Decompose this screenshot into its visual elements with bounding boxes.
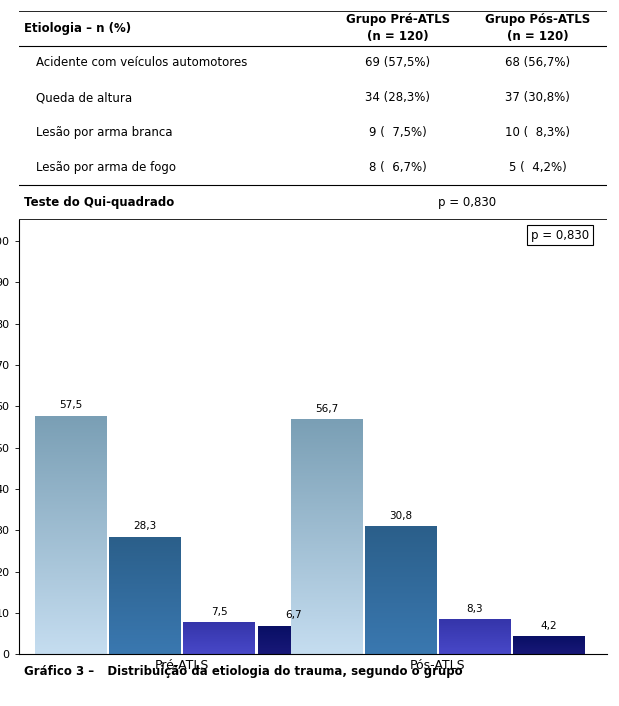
- Text: 30,8: 30,8: [389, 510, 412, 521]
- Text: 6,7: 6,7: [285, 611, 301, 621]
- Text: (n = 120): (n = 120): [507, 30, 568, 43]
- Text: Etiologia – n (%): Etiologia – n (%): [25, 22, 132, 35]
- Text: 10 (  8,3%): 10 ( 8,3%): [505, 126, 570, 139]
- Text: Lesão por arma branca: Lesão por arma branca: [36, 126, 173, 139]
- Text: (n = 120): (n = 120): [367, 30, 429, 43]
- Text: 8,3: 8,3: [467, 604, 483, 614]
- Text: 37 (30,8%): 37 (30,8%): [505, 91, 570, 104]
- Text: 68 (56,7%): 68 (56,7%): [505, 56, 570, 69]
- Text: 4,2: 4,2: [541, 621, 557, 630]
- Text: Lesão por arma de fogo: Lesão por arma de fogo: [36, 161, 176, 174]
- Text: 56,7: 56,7: [315, 404, 338, 414]
- Text: 5 (  4,2%): 5 ( 4,2%): [509, 161, 566, 174]
- Text: 7,5: 7,5: [211, 607, 228, 617]
- Text: p = 0,830: p = 0,830: [531, 229, 589, 242]
- Text: Teste do Qui-quadrado: Teste do Qui-quadrado: [25, 196, 175, 209]
- Text: Queda de altura: Queda de altura: [36, 91, 132, 104]
- Text: 9 (  7,5%): 9 ( 7,5%): [369, 126, 426, 139]
- Text: 34 (28,3%): 34 (28,3%): [365, 91, 430, 104]
- Text: Distribuição da etiologia do trauma, segundo o grupo: Distribuição da etiologia do trauma, seg…: [95, 664, 462, 678]
- Text: Acidente com veículos automotores: Acidente com veículos automotores: [36, 56, 248, 69]
- Text: Gráfico 3 –: Gráfico 3 –: [25, 664, 95, 678]
- Text: 28,3: 28,3: [134, 521, 157, 531]
- Text: p = 0,830: p = 0,830: [438, 196, 496, 209]
- Text: 8 (  6,7%): 8 ( 6,7%): [369, 161, 426, 174]
- Text: Grupo Pré-ATLS: Grupo Pré-ATLS: [346, 13, 450, 26]
- Text: Grupo Pós-ATLS: Grupo Pós-ATLS: [485, 13, 590, 26]
- Text: 69 (57,5%): 69 (57,5%): [365, 56, 430, 69]
- Text: 57,5: 57,5: [59, 400, 82, 410]
